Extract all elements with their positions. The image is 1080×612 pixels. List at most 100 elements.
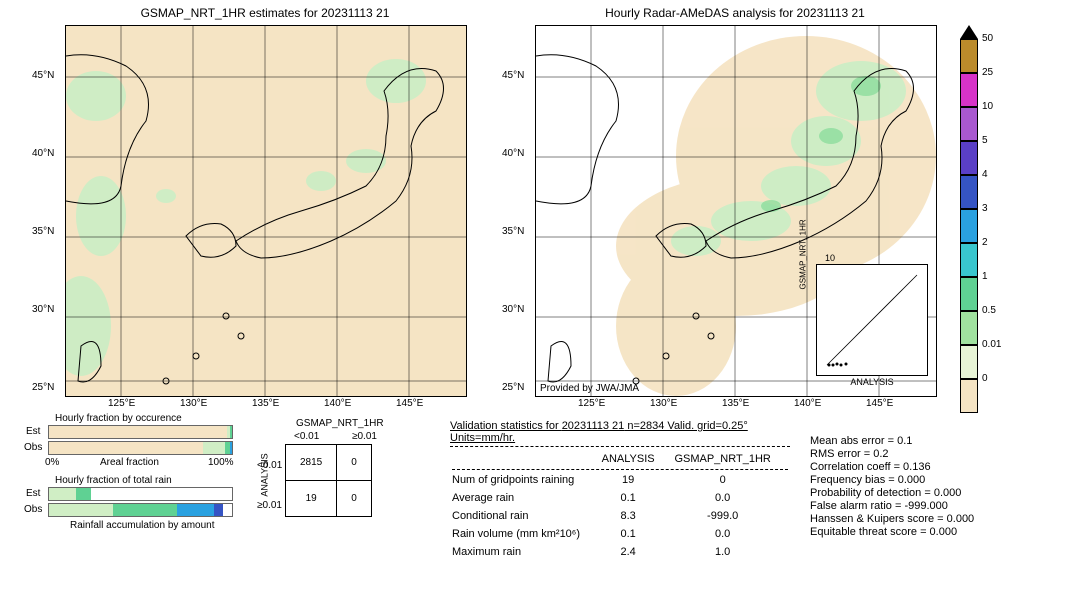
axis-tick: 145°E	[866, 398, 893, 409]
hf-occ-est	[48, 425, 233, 439]
scatter-svg	[817, 265, 927, 375]
hf-x1: 100%	[208, 457, 234, 468]
provided-label: Provided by JWA/JMA	[540, 383, 639, 394]
colorbar-tick: 10	[982, 101, 993, 112]
validation-table: Validation statistics for 20231113 21 n=…	[450, 420, 790, 562]
colorbar-tick: 2	[982, 237, 988, 248]
validation-row: Rain volume (mm km²10⁶)0.10.0	[452, 526, 788, 542]
colorbar-seg	[960, 175, 978, 209]
axis-tick: 40°N	[32, 148, 54, 159]
colorbar-tick: 50	[982, 33, 993, 44]
bar-seg	[177, 504, 214, 516]
colorbar-arrow	[960, 25, 978, 39]
bar-seg	[203, 442, 225, 454]
axis-tick: 30°N	[32, 304, 54, 315]
hf-est2: Est	[26, 488, 40, 499]
ct-r0: <0.01	[257, 460, 282, 471]
colorbar-tick: 5	[982, 135, 988, 146]
hf-accum: Rainfall accumulation by amount	[70, 520, 215, 531]
validation-stats: Mean abs error = 0.1RMS error = 0.2Corre…	[810, 435, 974, 539]
ct-c0: <0.01	[294, 431, 319, 442]
axis-tick: 145°E	[396, 398, 423, 409]
stat-line: Equitable threat score = 0.000	[810, 526, 974, 538]
hf-occ-obs	[48, 441, 233, 455]
axis-tick: 140°E	[324, 398, 351, 409]
colorbar-seg	[960, 209, 978, 243]
axis-tick: 140°E	[794, 398, 821, 409]
bar-seg	[49, 504, 113, 516]
stat-line: Frequency bias = 0.000	[810, 474, 974, 486]
colorbar-tick: 1	[982, 271, 988, 282]
scatter-inset: ANALYSIS GSMAP_NRT_1HR 10	[816, 264, 928, 376]
inset-ylabel: GSMAP_NRT_1HR	[799, 219, 808, 289]
axis-tick: 45°N	[32, 70, 54, 81]
stat-line: Hanssen & Kuipers score = 0.000	[810, 513, 974, 525]
colorbar-tick: 4	[982, 169, 988, 180]
hf-tot-title: Hourly fraction of total rain	[55, 475, 172, 486]
ct-c1: ≥0.01	[352, 431, 377, 442]
axis-tick: 130°E	[180, 398, 207, 409]
colorbar-seg	[960, 379, 978, 413]
bar-seg	[76, 488, 91, 500]
validation-row: Num of gridpoints raining190	[452, 472, 788, 488]
bar-seg	[230, 442, 232, 454]
left-map-title: GSMAP_NRT_1HR estimates for 20231113 21	[65, 6, 465, 20]
hf-tot-obs	[48, 503, 233, 517]
bar-seg	[214, 504, 223, 516]
right-map-title: Hourly Radar-AMeDAS analysis for 2023111…	[535, 6, 935, 20]
axis-tick: 35°N	[32, 226, 54, 237]
bar-seg	[49, 426, 227, 438]
colorbar-seg	[960, 311, 978, 345]
colorbar-tick: 25	[982, 67, 993, 78]
validation-row: Conditional rain8.3-999.0	[452, 508, 788, 524]
colorbar-seg	[960, 107, 978, 141]
colorbar-tick: 0.01	[982, 339, 1001, 350]
axis-tick: 30°N	[502, 304, 524, 315]
axis-tick: 135°E	[722, 398, 749, 409]
hf-obs1: Obs	[24, 442, 42, 453]
axis-tick: 25°N	[32, 382, 54, 393]
colorbar-seg	[960, 73, 978, 107]
stat-line: False alarm ratio = -999.000	[810, 500, 974, 512]
stat-line: Correlation coeff = 0.136	[810, 461, 974, 473]
stat-line: RMS error = 0.2	[810, 448, 974, 460]
bar-seg	[230, 426, 232, 438]
hf-x0: 0%	[45, 457, 59, 468]
bar-seg	[113, 504, 177, 516]
validation-row: Average rain0.10.0	[452, 490, 788, 506]
bar-seg	[49, 488, 76, 500]
hf-tot-est	[48, 487, 233, 501]
bar-seg	[49, 442, 203, 454]
axis-tick: 40°N	[502, 148, 524, 159]
stat-line: Probability of detection = 0.000	[810, 487, 974, 499]
axis-tick: 130°E	[650, 398, 677, 409]
axis-tick: 135°E	[252, 398, 279, 409]
inset-xlabel: ANALYSIS	[817, 377, 927, 387]
colorbar-seg	[960, 277, 978, 311]
hf-occ-title: Hourly fraction by occurence	[55, 413, 182, 424]
colorbar-tick: 0	[982, 373, 988, 384]
axis-tick: 125°E	[108, 398, 135, 409]
axis-tick: 125°E	[578, 398, 605, 409]
colorbar-seg	[960, 39, 978, 73]
right-map: ANALYSIS GSMAP_NRT_1HR 10 Provided by JW…	[535, 25, 937, 397]
colorbar-tick: 3	[982, 203, 988, 214]
validation-title: Validation statistics for 20231113 21 n=…	[450, 420, 790, 447]
ct-r1: ≥0.01	[257, 500, 282, 511]
colorbar-seg	[960, 243, 978, 277]
axis-tick: 45°N	[502, 70, 524, 81]
hf-est1: Est	[26, 426, 40, 437]
left-map	[65, 25, 467, 397]
validation-row: Maximum rain2.41.0	[452, 544, 788, 560]
left-map-svg	[66, 26, 466, 396]
hf-areal: Areal fraction	[100, 457, 159, 468]
colorbar-tick: 0.5	[982, 305, 996, 316]
axis-tick: 25°N	[502, 382, 524, 393]
colorbar-seg	[960, 141, 978, 175]
contingency-table: 28150 190	[285, 444, 372, 517]
hf-obs2: Obs	[24, 504, 42, 515]
colorbar-seg	[960, 345, 978, 379]
inset-ymax: 10	[825, 253, 835, 263]
axis-tick: 35°N	[502, 226, 524, 237]
stat-line: Mean abs error = 0.1	[810, 435, 974, 447]
